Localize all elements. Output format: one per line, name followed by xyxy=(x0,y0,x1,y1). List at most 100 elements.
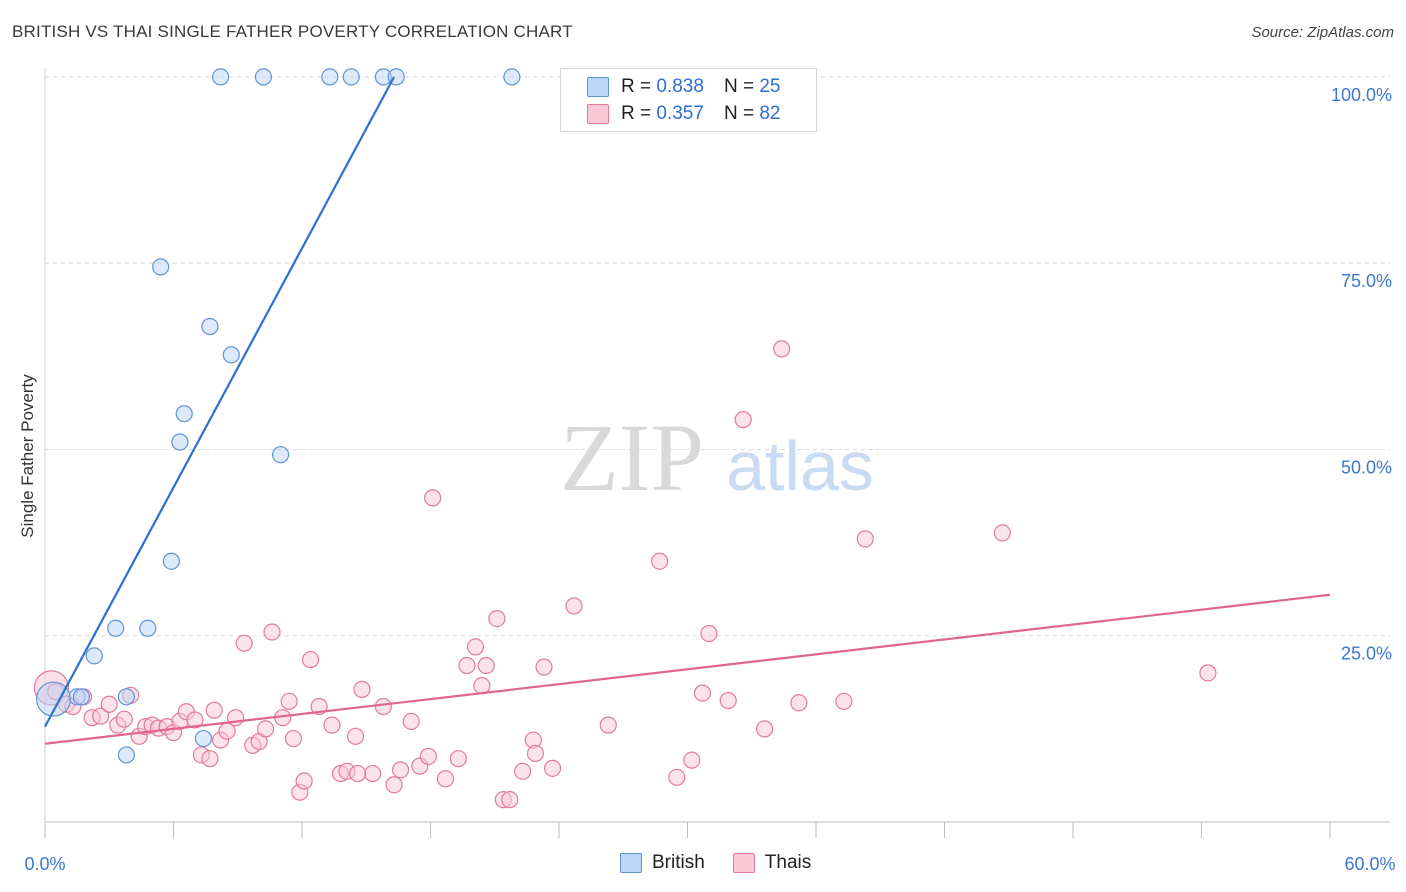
legend-item-british[interactable]: British xyxy=(620,852,705,874)
thais-point xyxy=(115,710,133,728)
british-point xyxy=(503,68,521,86)
gridlines xyxy=(45,76,1390,637)
british-point xyxy=(152,258,170,276)
thais-point xyxy=(186,711,204,729)
thais-point xyxy=(323,716,341,734)
thais-point xyxy=(346,727,365,745)
thais-point xyxy=(402,712,420,731)
thais-trend-line xyxy=(44,593,1331,745)
y-tick-label: 100.0% xyxy=(1331,85,1392,105)
british-point xyxy=(321,68,339,86)
british-legend-swatch xyxy=(620,853,642,873)
correlation-legend: R = 0.838 N = 25 R = 0.357 N = 82 xyxy=(560,68,817,132)
thais-point xyxy=(477,656,495,675)
british-point xyxy=(139,619,157,637)
thais-point xyxy=(201,750,219,768)
thais-points xyxy=(33,340,1217,809)
thais-point xyxy=(565,597,583,615)
thais-point xyxy=(353,680,371,698)
thais-point xyxy=(424,489,442,507)
chart-title: BRITISH VS THAI SINGLE FATHER POVERTY CO… xyxy=(12,22,573,41)
thais-point xyxy=(790,694,808,712)
legend-row-thais: R = 0.357 N = 82 xyxy=(587,101,781,127)
source-credit: Source: ZipAtlas.com xyxy=(1251,24,1394,41)
thais-point xyxy=(256,720,275,738)
thais-point xyxy=(693,684,712,702)
british-point xyxy=(212,68,230,86)
british-trend-line xyxy=(44,76,396,728)
axes xyxy=(44,68,1390,838)
british-point xyxy=(194,729,213,748)
british-n-label: N = xyxy=(723,76,755,97)
thais-point xyxy=(773,340,791,358)
british-point xyxy=(162,552,180,570)
thais-point xyxy=(349,764,367,783)
thais-point xyxy=(419,747,437,766)
thais-point xyxy=(473,677,491,695)
british-point xyxy=(85,647,103,665)
thais-point xyxy=(1199,664,1217,682)
thais-point xyxy=(391,761,410,779)
series-legend: British Thais xyxy=(620,852,839,874)
british-point xyxy=(271,446,290,464)
tick-labels: 25.0% 50.0% 75.0% 100.0% 0.0% 60.0% xyxy=(24,85,1395,874)
thais-point xyxy=(755,720,774,738)
watermark: ZIP atlas xyxy=(560,404,874,511)
y-axis-label: Single Father Poverty xyxy=(18,374,37,538)
thais-r-value: 0.357 xyxy=(656,103,704,124)
thais-point xyxy=(719,691,737,710)
legend-item-thais[interactable]: Thais xyxy=(732,852,811,874)
thais-point xyxy=(449,750,467,768)
thais-point xyxy=(295,772,313,790)
thais-point xyxy=(458,656,476,675)
watermark-atlas: atlas xyxy=(726,427,874,505)
thais-point xyxy=(700,624,718,643)
thais-point xyxy=(385,776,403,794)
thais-point xyxy=(668,768,686,786)
british-point xyxy=(254,68,273,86)
thais-n-label: N = xyxy=(723,103,755,124)
thais-r-label: R = xyxy=(621,103,652,124)
british-point xyxy=(107,619,125,637)
thais-point xyxy=(526,744,545,763)
british-n-value: 25 xyxy=(759,76,781,97)
british-point xyxy=(117,688,135,706)
thais-point xyxy=(501,791,519,809)
thais-point xyxy=(263,623,281,641)
y-tick-label: 50.0% xyxy=(1341,457,1392,477)
thais-point xyxy=(543,759,562,777)
british-point xyxy=(175,405,193,423)
thais-point xyxy=(856,530,874,548)
british-point xyxy=(201,317,219,336)
y-tick-label: 75.0% xyxy=(1341,271,1392,291)
british-point xyxy=(342,68,360,86)
british-point xyxy=(222,346,240,364)
thais-point xyxy=(301,650,320,669)
y-tick-label: 25.0% xyxy=(1341,644,1392,664)
thais-point xyxy=(683,751,701,769)
thais-point xyxy=(835,692,853,710)
british-points xyxy=(35,68,521,764)
british-point xyxy=(72,688,91,706)
british-r-label: R = xyxy=(621,76,652,97)
x-tick-label-max: 60.0% xyxy=(1344,854,1395,874)
thais-point xyxy=(599,716,617,734)
thais-point xyxy=(100,695,118,713)
thais-point xyxy=(280,692,298,710)
thais-point xyxy=(235,634,253,652)
british-point xyxy=(171,433,189,451)
thais-point xyxy=(284,729,303,748)
thais-point xyxy=(466,638,485,656)
thais-swatch xyxy=(587,104,609,124)
trend-lines xyxy=(44,76,1331,745)
thais-point xyxy=(651,552,669,570)
thais-point xyxy=(488,609,506,628)
thais-legend-swatch xyxy=(732,853,755,873)
thais-point xyxy=(205,701,223,719)
british-swatch xyxy=(587,77,609,97)
british-legend-label: British xyxy=(652,852,705,873)
thais-point xyxy=(734,411,752,429)
thais-n-value: 82 xyxy=(759,103,781,124)
thais-point xyxy=(92,707,110,725)
